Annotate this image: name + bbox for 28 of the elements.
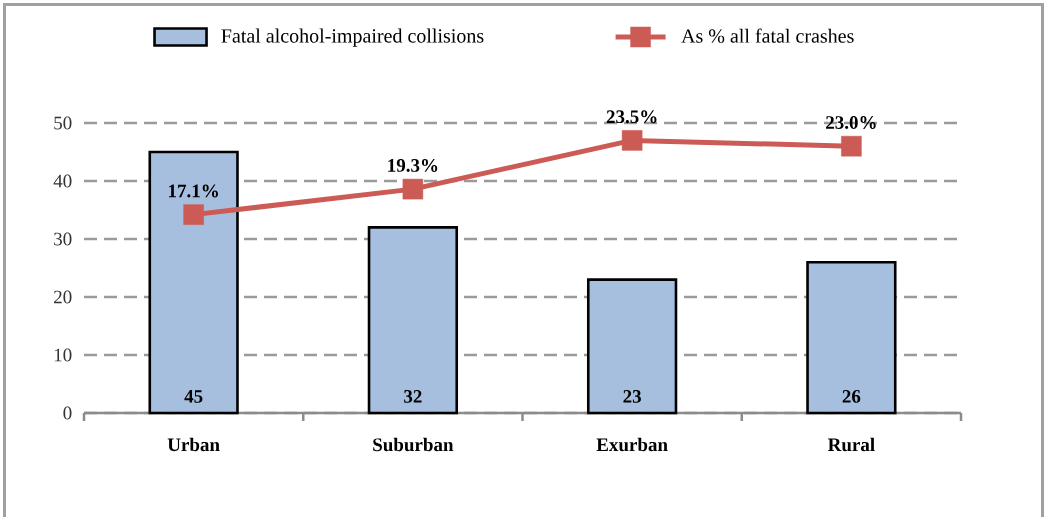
x-tick-label: Urban xyxy=(167,437,220,452)
y-tick-label: 40 xyxy=(53,174,72,188)
y-tick-label: 30 xyxy=(54,232,72,246)
point xyxy=(621,130,643,151)
bar xyxy=(148,150,239,415)
data-label: 32 xyxy=(404,390,422,403)
y-tick-label: 50 xyxy=(54,116,72,130)
legend-label: Fatal alcohol-impaired collisions xyxy=(221,28,484,47)
point xyxy=(183,204,204,225)
bar xyxy=(806,260,897,415)
x-tick-label: Rural xyxy=(827,437,875,452)
data-label: 23 xyxy=(623,390,641,403)
data-label: 17.1% xyxy=(169,184,218,198)
data-label: 26 xyxy=(842,390,861,403)
point xyxy=(402,178,424,200)
y-tick-label: 0 xyxy=(63,406,72,420)
data-label: 23.0% xyxy=(826,116,876,129)
point xyxy=(841,135,862,157)
data-label: 45 xyxy=(184,390,203,403)
data-label: 23.5% xyxy=(606,110,657,124)
data-label: 19.3% xyxy=(388,159,438,172)
y-tick-label: 10 xyxy=(54,348,72,362)
x-tick-label: Suburban xyxy=(373,437,454,452)
bar xyxy=(367,226,459,415)
bar xyxy=(586,278,678,415)
y-tick-label: 20 xyxy=(54,290,72,304)
legend-label: As % all fatal crashes xyxy=(681,28,854,43)
x-tick-label: Exurban xyxy=(596,437,668,452)
